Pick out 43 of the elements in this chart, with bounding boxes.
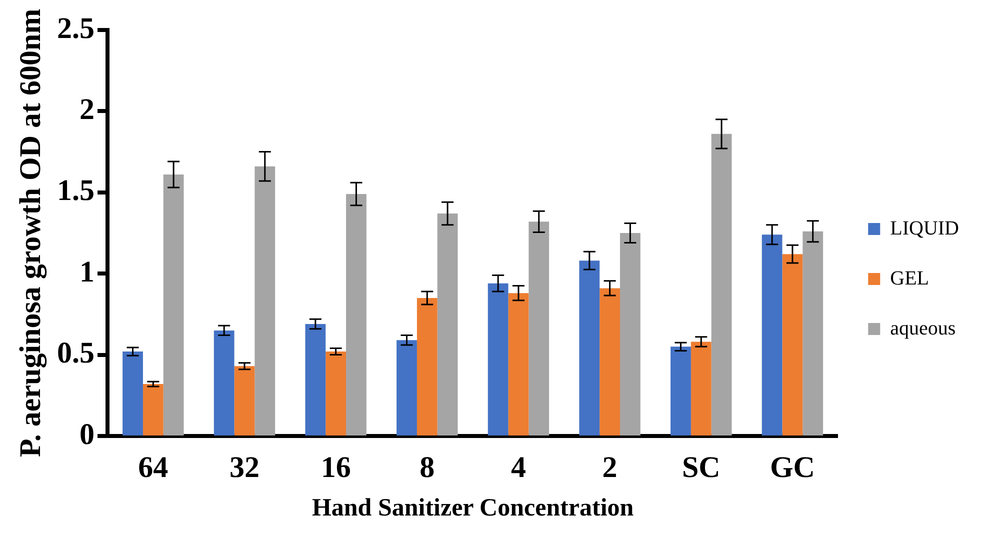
bar [711,134,732,436]
x-tick-label: 4 [510,450,526,484]
bar [163,174,184,436]
x-tick-label: 64 [138,450,168,484]
legend-label: GEL [890,267,930,290]
bar [122,352,143,436]
bar [346,194,366,436]
bar [690,342,712,436]
legend-label: aqueous [890,317,956,340]
bar [254,166,276,436]
bar [488,283,508,436]
bar [142,384,164,436]
bar [620,233,640,436]
bar [762,234,782,436]
bar [600,288,620,436]
bar [528,222,550,436]
x-tick-label: 32 [229,450,260,484]
bar [670,346,691,436]
bar [579,260,600,436]
bar [437,214,458,436]
bar [416,298,438,436]
y-tick-label: 0.5 [57,336,94,370]
y-tick-label: 2 [80,92,94,126]
bar [214,330,234,436]
bar [305,324,326,436]
y-tick-label: 0 [80,418,94,451]
bar [508,293,529,436]
bar [782,254,803,436]
x-axis-title: Hand Sanitizer Concentration [312,494,634,522]
bar [326,352,346,436]
x-tick-label: 16 [320,450,351,484]
y-axis-title: P. aeruginosa growth OD at 600nm [14,8,47,458]
bar [234,366,255,436]
x-tick-label: 2 [602,450,618,484]
y-tick-label: 1 [80,255,94,288]
y-tick-label: 2.5 [57,12,94,45]
x-tick-label: GC [770,450,815,484]
bar [396,340,417,436]
y-tick-label: 1.5 [57,174,94,208]
x-tick-label: SC [682,450,720,484]
legend-label: LIQUID [890,217,960,240]
x-tick-label: 8 [420,450,435,484]
bar [802,231,824,436]
